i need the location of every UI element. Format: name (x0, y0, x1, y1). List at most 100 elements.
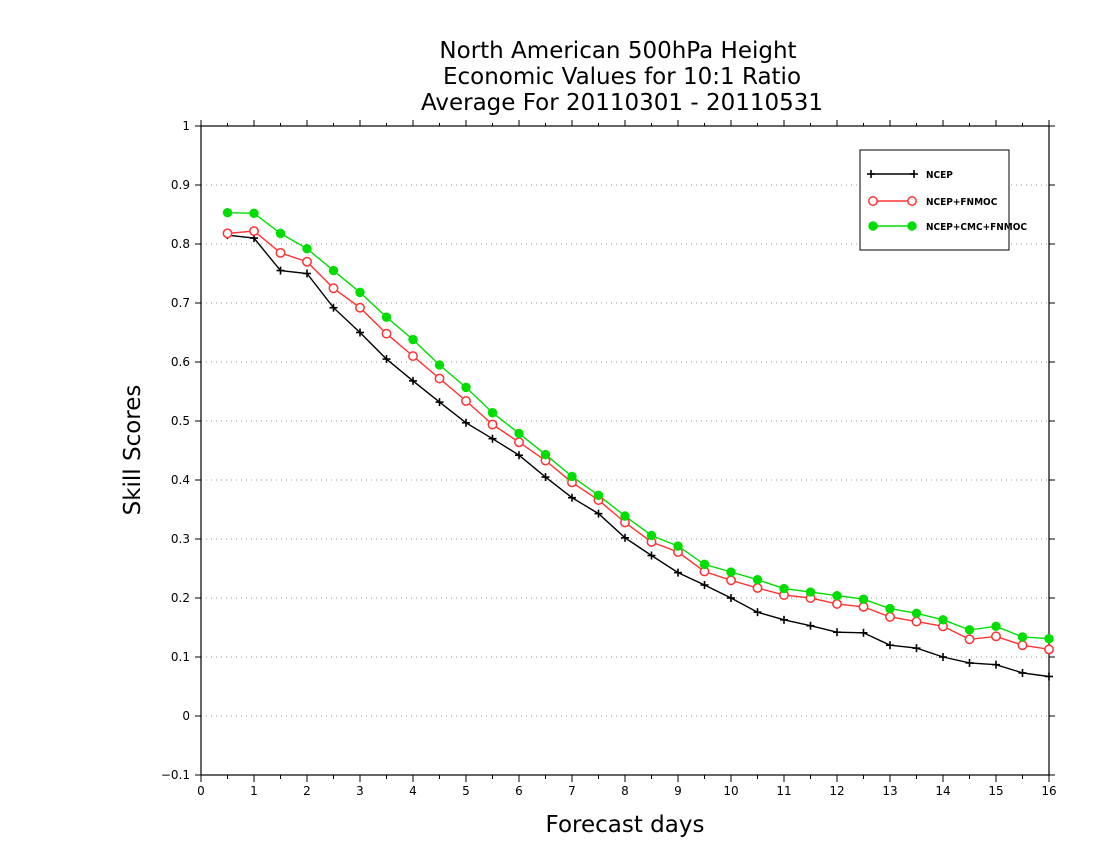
data-point-ncep-fnmoc (302, 256, 312, 267)
data-point-ncep-fnmoc (487, 419, 498, 430)
data-point-ncep (621, 533, 629, 542)
data-point-ncep-fnmoc (911, 616, 922, 627)
data-point-ncep (409, 376, 417, 385)
x-tick-label: 7 (568, 784, 576, 798)
data-point-ncep-cmc-fnmoc (752, 575, 763, 585)
data-point-ncep-fnmoc (355, 302, 365, 313)
data-point-ncep (462, 418, 470, 427)
x-axis-label: Forecast days (546, 812, 705, 838)
data-point-ncep-fnmoc (461, 395, 471, 406)
data-point-ncep-cmc-fnmoc (540, 449, 551, 460)
data-point-ncep-cmc-fnmoc (646, 530, 657, 541)
data-point-ncep-cmc-fnmoc (222, 208, 233, 218)
data-point-ncep-cmc-fnmoc (408, 334, 418, 345)
x-tick-label: 15 (988, 784, 1003, 798)
y-tick-label: 0.5 (171, 414, 190, 428)
y-tick-label: 0.3 (171, 532, 190, 546)
data-point-ncep (647, 551, 656, 560)
data-point-ncep (674, 568, 682, 577)
chart-title-line-3: Average For 20110301 - 20110531 (421, 90, 823, 116)
series-line-ncep-cmc-fnmoc (227, 212, 1050, 640)
x-tick-label: 9 (674, 784, 682, 798)
x-tick-label: 10 (723, 784, 738, 798)
data-point-ncep (329, 303, 338, 312)
data-point-ncep-cmc-fnmoc (699, 559, 710, 570)
y-tick-label: −0.1 (161, 768, 190, 782)
data-point-ncep (727, 594, 735, 602)
data-point-ncep-cmc-fnmoc (1044, 634, 1054, 644)
data-point-ncep (806, 621, 815, 630)
x-tick-label: 1 (250, 784, 258, 798)
chart-title: North American 500hPa Height Economic Va… (421, 38, 823, 116)
data-point-ncep-fnmoc (858, 601, 869, 612)
data-point-ncep (965, 658, 974, 667)
data-point-ncep-fnmoc (991, 631, 1001, 642)
legend: NCEP NCEP+FNMOC NCEP+CMC+FNMOC (859, 149, 1027, 251)
data-point-ncep-cmc-fnmoc (938, 615, 948, 625)
data-point-ncep-fnmoc (752, 583, 763, 593)
data-point-ncep-fnmoc (275, 247, 286, 258)
x-tick-label: 11 (776, 784, 791, 798)
x-tick-label: 2 (303, 784, 311, 798)
legend-label-ncep-fnmoc: NCEP+FNMOC (926, 197, 998, 208)
legend-box (859, 149, 1010, 251)
y-tick-label: 1 (182, 119, 190, 133)
x-tick-label: 16 (1041, 784, 1056, 798)
data-point-ncep-cmc-fnmoc (911, 608, 922, 619)
data-point-ncep-cmc-fnmoc (381, 312, 392, 322)
data-point-ncep (992, 660, 1000, 669)
data-point-ncep (700, 581, 709, 590)
data-point-ncep-cmc-fnmoc (673, 541, 683, 551)
y-tick-label: 0.8 (171, 237, 190, 251)
y-tick-label: 0.7 (171, 296, 190, 310)
legend-label-ncep: NCEP (926, 170, 953, 181)
data-point-ncep-fnmoc (408, 351, 418, 362)
legend-marker-ncep-fnmoc (868, 196, 917, 206)
x-tick-label: 13 (882, 784, 897, 798)
x-tick-label: 0 (197, 784, 205, 798)
y-tick-label: 0.6 (171, 355, 190, 369)
data-point-ncep (488, 434, 497, 443)
x-tick-label: 5 (462, 784, 470, 798)
data-point-ncep-fnmoc (514, 437, 524, 448)
x-tick-label: 3 (356, 784, 364, 798)
data-point-ncep-cmc-fnmoc (726, 567, 736, 577)
data-point-ncep (356, 328, 364, 337)
y-tick-label: 0.4 (171, 473, 190, 487)
data-point-ncep-cmc-fnmoc (434, 360, 445, 370)
data-point-ncep-cmc-fnmoc (328, 265, 339, 276)
data-point-ncep (594, 509, 603, 518)
chart-title-line-1: North American 500hPa Height (439, 38, 796, 64)
data-point-ncep (303, 269, 311, 278)
data-point-ncep (435, 398, 444, 407)
data-point-ncep-cmc-fnmoc (620, 511, 630, 521)
data-point-ncep (541, 473, 550, 482)
x-tick-label: 4 (409, 784, 417, 798)
data-point-ncep-cmc-fnmoc (461, 382, 471, 393)
data-point-ncep (1018, 668, 1027, 677)
y-tick-label: 0.9 (171, 178, 190, 192)
x-tick-label: 8 (621, 784, 629, 798)
y-tick-label: 0 (182, 709, 190, 723)
data-point-ncep-cmc-fnmoc (249, 208, 259, 219)
data-point-ncep (912, 644, 921, 653)
chart-title-line-2: Economic Values for 10:1 Ratio (443, 64, 801, 90)
data-point-ncep-fnmoc (249, 226, 259, 236)
data-point-ncep-cmc-fnmoc (779, 583, 789, 594)
series-line-ncep (227, 234, 1050, 678)
data-point-ncep-cmc-fnmoc (964, 625, 975, 635)
data-point-ncep (939, 653, 947, 661)
legend-label-ncep-cmc-fnmoc: NCEP+CMC+FNMOC (926, 222, 1027, 233)
data-point-ncep-cmc-fnmoc (302, 244, 312, 254)
y-tick-label: 0.1 (171, 650, 190, 664)
data-point-ncep (886, 641, 894, 650)
x-tick-label: 6 (515, 784, 523, 798)
data-point-ncep-cmc-fnmoc (593, 490, 604, 501)
y-axis-label: Skill Scores (120, 385, 146, 516)
data-point-ncep-fnmoc (726, 575, 736, 586)
data-point-ncep (833, 628, 841, 637)
data-point-ncep-fnmoc (1044, 644, 1054, 655)
data-point-ncep-cmc-fnmoc (991, 621, 1001, 632)
data-point-ncep-cmc-fnmoc (275, 228, 286, 239)
